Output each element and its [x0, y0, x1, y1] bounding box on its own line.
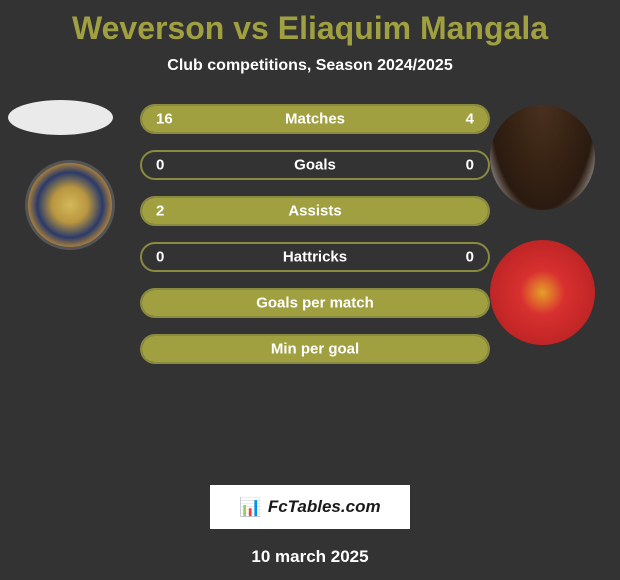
page-subtitle: Club competitions, Season 2024/2025 [0, 57, 620, 75]
stat-row-goals: 0 Goals 0 [140, 150, 490, 180]
stat-value-left: 2 [156, 203, 164, 220]
bar-fill-left [142, 106, 419, 132]
stat-value-left: 0 [156, 157, 164, 174]
player-left-photo [8, 100, 113, 135]
stat-value-left: 16 [156, 111, 173, 128]
stat-value-right: 0 [466, 249, 474, 266]
comparison-panel: 16 Matches 4 0 Goals 0 2 Assists 0 Hattr… [0, 100, 620, 480]
brand-text: FcTables.com [268, 497, 381, 517]
stat-row-matches: 16 Matches 4 [140, 104, 490, 134]
bar-fill-right [419, 106, 488, 132]
date-text: 10 march 2025 [0, 547, 620, 567]
stat-value-right: 4 [466, 111, 474, 128]
stat-row-min-per-goal: Min per goal [140, 334, 490, 364]
stat-row-goals-per-match: Goals per match [140, 288, 490, 318]
club-left-logo [25, 160, 115, 250]
stat-label: Matches [285, 111, 345, 128]
stat-value-right: 0 [466, 157, 474, 174]
stat-label: Goals per match [256, 295, 374, 312]
club-right-logo [490, 240, 595, 345]
stat-label: Min per goal [271, 341, 359, 358]
chart-icon: 📊 [239, 497, 261, 518]
stat-label: Goals [294, 157, 336, 174]
stat-row-assists: 2 Assists [140, 196, 490, 226]
stat-label: Assists [288, 203, 341, 220]
stat-label: Hattricks [283, 249, 347, 266]
stat-value-left: 0 [156, 249, 164, 266]
fctables-badge: 📊 FcTables.com [210, 485, 410, 529]
player-right-photo [490, 105, 595, 210]
stat-row-hattricks: 0 Hattricks 0 [140, 242, 490, 272]
page-title: Weverson vs Eliaquim Mangala [0, 0, 620, 57]
stats-bars: 16 Matches 4 0 Goals 0 2 Assists 0 Hattr… [140, 104, 490, 380]
